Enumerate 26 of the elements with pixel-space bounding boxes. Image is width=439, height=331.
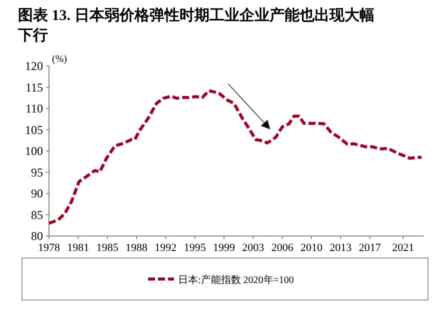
y-tick-label: 90 [31, 186, 43, 200]
x-tick-label: 1978 [38, 242, 60, 254]
y-tick-label: 115 [25, 80, 43, 94]
chart-title: 图表 13. 日本弱价格弹性时期工业企业产能也出现大幅下行 [17, 7, 374, 44]
x-tick-label: 2021 [392, 242, 414, 254]
x-tick-label: 1995 [184, 242, 206, 254]
x-tick-label: 2006 [271, 242, 294, 254]
x-tick-label: 2013 [330, 242, 352, 254]
x-tick-label: 1981 [67, 242, 90, 254]
y-tick-label: 85 [31, 208, 43, 222]
y-tick-label: 110 [25, 102, 43, 116]
y-tick-label: 105 [25, 122, 43, 137]
y-tick-label: 100 [25, 144, 43, 158]
x-tick-label: 1988 [126, 242, 148, 254]
y-tick-label: 120 [25, 59, 43, 73]
x-tick-label: 2017 [358, 242, 382, 254]
x-tick-label: 1985 [96, 242, 119, 254]
y-axis-title: (%) [52, 54, 67, 65]
legend-label: 日本:产能指数 2020年=100 [178, 274, 294, 286]
x-tick-label: 2003 [242, 242, 265, 254]
x-tick-label: 1999 [213, 242, 236, 254]
x-tick-label: 1992 [154, 242, 177, 254]
line-series [48, 89, 423, 225]
y-tick-label: 95 [31, 165, 43, 180]
y-tick-label: 80 [31, 229, 43, 243]
x-tick-label: 2010 [300, 242, 323, 254]
